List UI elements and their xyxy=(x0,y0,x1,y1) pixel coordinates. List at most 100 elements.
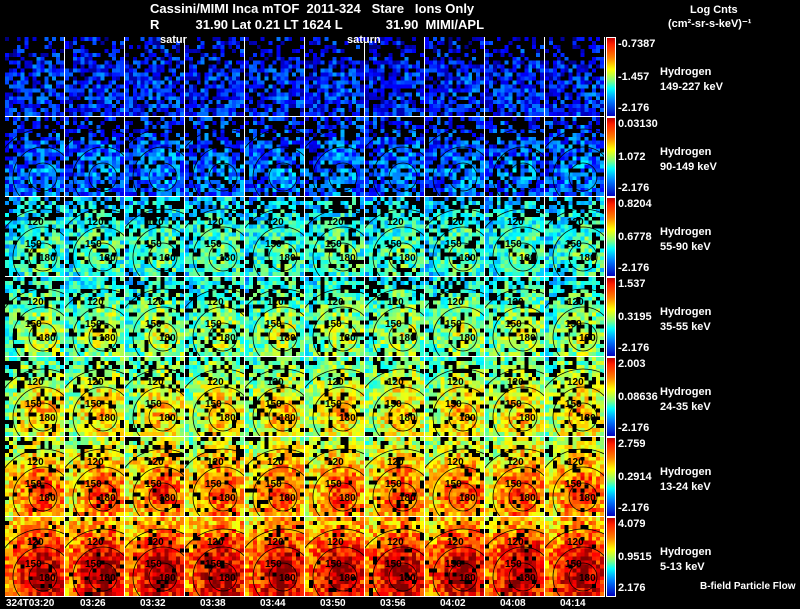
contour-ring xyxy=(208,402,238,432)
heatmap-panel xyxy=(305,37,365,117)
heatmap-cells xyxy=(65,37,124,116)
contour-label: 180 xyxy=(159,333,176,344)
contour-label: 180 xyxy=(99,493,116,504)
contour-label: 180 xyxy=(219,493,236,504)
heatmap-cells xyxy=(485,37,544,116)
contour-ring xyxy=(245,208,304,229)
contour-ring xyxy=(208,162,238,192)
contour-label: 150 xyxy=(205,239,222,250)
contour-label: 180 xyxy=(279,493,296,504)
heatmap-panel: 120 150 180 xyxy=(305,197,365,277)
contour-lines xyxy=(125,368,184,436)
contour-ring xyxy=(305,288,364,309)
contour-label: 180 xyxy=(99,333,116,344)
contour-label: 150 xyxy=(85,319,102,330)
contour-lines xyxy=(245,368,304,436)
contour-lines xyxy=(485,288,544,356)
contour-label: 150 xyxy=(385,399,402,410)
contour-ring xyxy=(305,528,364,549)
contour-ring xyxy=(492,386,544,436)
contour-lines xyxy=(365,128,424,196)
contour-label: 150 xyxy=(385,319,402,330)
contour-label: 120 xyxy=(87,297,104,308)
time-tick-label: 04:02 xyxy=(440,598,466,609)
colorbar xyxy=(606,197,616,277)
channel-species: Hydrogen xyxy=(660,66,712,78)
contour-ring xyxy=(448,322,478,352)
heatmap-panel: 120 150 180 xyxy=(365,197,425,277)
contour-ring xyxy=(545,288,604,309)
contour-label: 180 xyxy=(39,253,56,264)
contour-lines xyxy=(185,288,244,356)
heatmap-panel: 120 150 180 xyxy=(545,437,605,517)
contour-ring xyxy=(448,162,478,192)
time-tick-label: 03:38 xyxy=(200,598,226,609)
contour-ring xyxy=(328,402,358,432)
contour-ring xyxy=(365,208,424,229)
contour-label: 120 xyxy=(147,377,164,388)
contour-label: 150 xyxy=(145,319,162,330)
channel-species: Hydrogen xyxy=(660,226,712,238)
contour-label: 150 xyxy=(565,559,582,570)
contour-label: 150 xyxy=(385,479,402,490)
heatmap-panel: 120 150 180 xyxy=(425,357,485,437)
contour-label: 150 xyxy=(445,319,462,330)
contour-ring xyxy=(5,528,64,549)
heatmap-panel: 120 150 180 xyxy=(365,517,425,597)
contour-label: 150 xyxy=(85,399,102,410)
heatmap-cells xyxy=(245,37,304,116)
contour-ring xyxy=(125,208,184,229)
heatmap-panel: 120 150 180 xyxy=(65,197,125,277)
contour-label: 150 xyxy=(265,319,282,330)
contour-ring xyxy=(72,226,124,276)
heatmap-panel: 120 150 180 xyxy=(65,277,125,357)
contour-ring xyxy=(12,226,64,276)
contour-lines xyxy=(125,208,184,276)
contour-label: 120 xyxy=(327,217,344,228)
contour-ring xyxy=(65,528,124,549)
contour-ring xyxy=(148,322,178,352)
contour-label: 150 xyxy=(445,239,462,250)
colorbar-mid-value: 0.2914 xyxy=(618,471,652,483)
contour-label: 150 xyxy=(145,239,162,250)
colorbar xyxy=(606,357,616,437)
contour-lines xyxy=(125,288,184,356)
contour-lines xyxy=(5,208,64,276)
contour-label: 150 xyxy=(565,239,582,250)
heatmap-panel: 120 150 180 xyxy=(485,357,545,437)
contour-ring xyxy=(208,322,238,352)
contour-ring xyxy=(192,146,244,196)
channel-energy: 55-90 keV xyxy=(660,241,711,253)
heatmap-cells xyxy=(5,37,64,116)
contour-label: 180 xyxy=(519,493,536,504)
contour-label: 180 xyxy=(579,573,596,584)
contour-ring xyxy=(388,402,418,432)
saturn-label: saturn xyxy=(347,34,381,46)
heatmap-panel: 120 150 180 xyxy=(245,517,305,597)
contour-label: 180 xyxy=(459,493,476,504)
heatmap-panel xyxy=(5,37,65,117)
heatmap-cells xyxy=(125,37,184,116)
contour-label: 180 xyxy=(279,253,296,264)
contour-label: 120 xyxy=(27,377,44,388)
heatmap-panel: 120 150 180 xyxy=(365,437,425,517)
heatmap-panel xyxy=(545,117,605,197)
contour-ring xyxy=(312,226,364,276)
heatmap-cells xyxy=(185,37,244,116)
heatmap-panel: 120 150 180 xyxy=(365,277,425,357)
contour-label: 150 xyxy=(25,479,42,490)
contour-ring xyxy=(545,208,604,229)
colorbar-max-value: 2.003 xyxy=(618,358,646,370)
contour-lines xyxy=(485,368,544,436)
contour-ring xyxy=(508,402,538,432)
contour-label: 180 xyxy=(159,253,176,264)
contour-label: 180 xyxy=(399,493,416,504)
channel-energy: 149-227 keV xyxy=(660,81,723,93)
contour-ring xyxy=(72,306,124,356)
contour-ring xyxy=(268,242,298,272)
contour-lines xyxy=(545,288,604,356)
contour-label: 120 xyxy=(447,297,464,308)
heatmap-panel: 120 150 180 xyxy=(185,517,245,597)
contour-ring xyxy=(28,482,58,512)
contour-ring xyxy=(28,402,58,432)
